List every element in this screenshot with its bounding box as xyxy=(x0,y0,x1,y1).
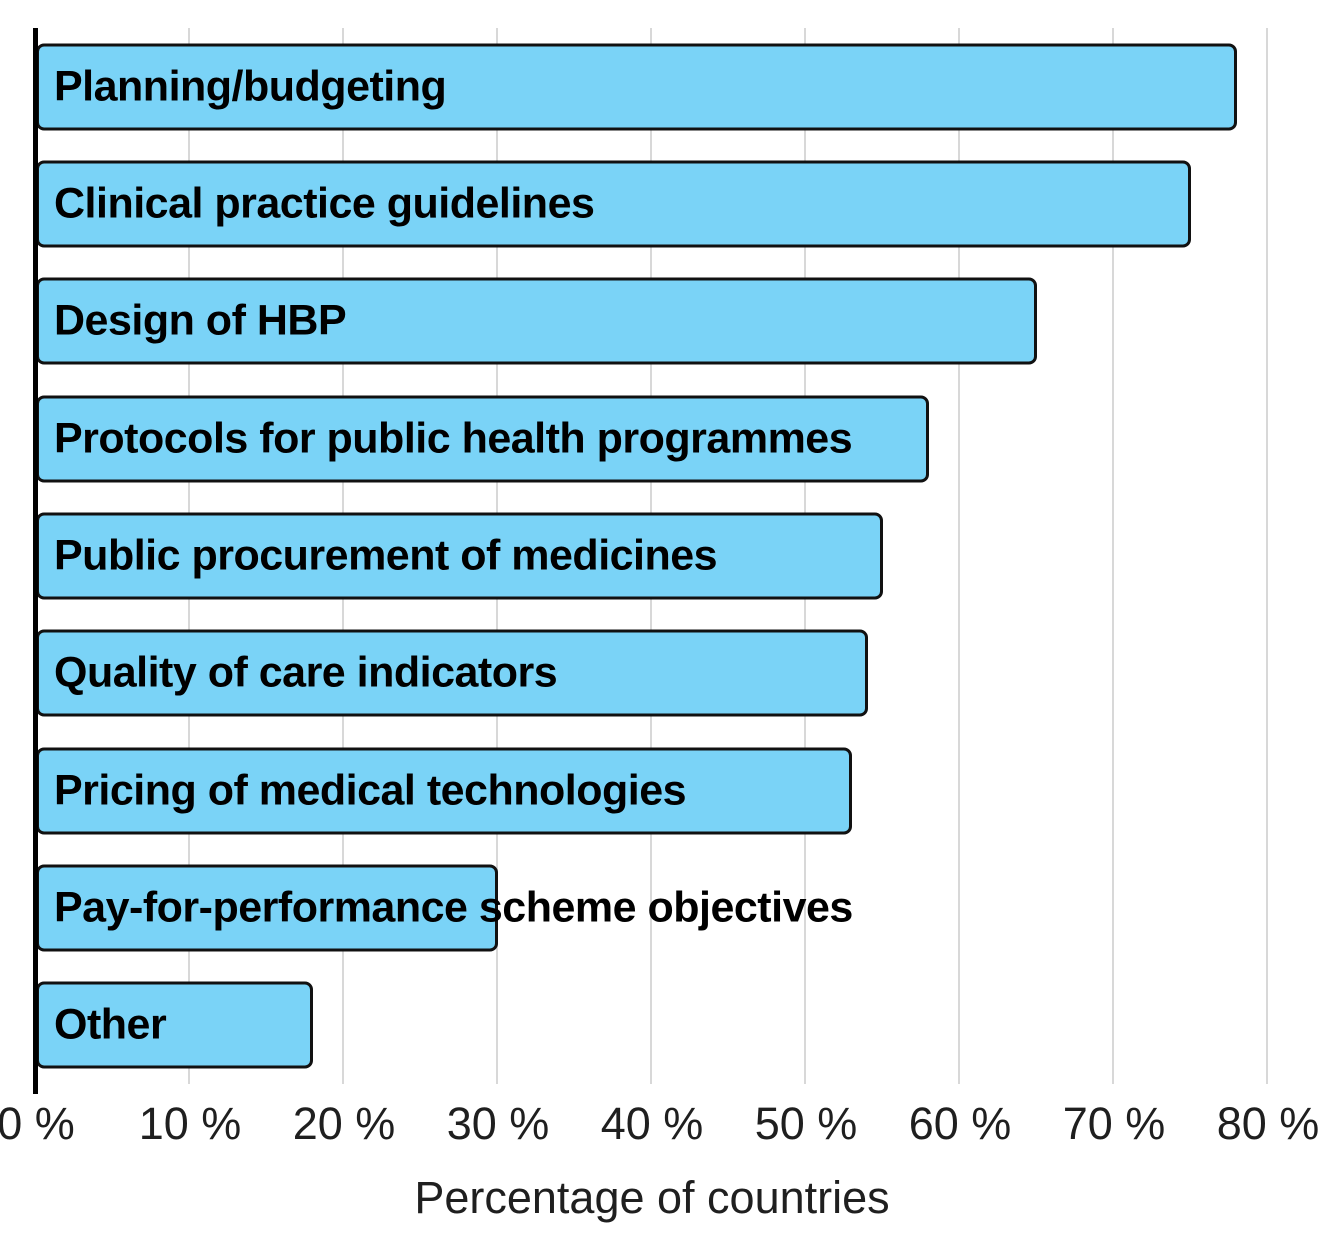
bar-row: Quality of care indicators xyxy=(36,615,1268,732)
plot-area: Planning/budgeting Clinical practice gui… xyxy=(36,28,1268,1084)
x-axis-title: Percentage of countries xyxy=(414,1172,890,1223)
bar-label-pricing-medical-technologies: Pricing of medical technologies xyxy=(54,766,687,815)
x-tick-0: 0 % xyxy=(0,1098,75,1149)
bar-row: Public procurement of medicines xyxy=(36,497,1268,614)
x-tick-10: 10 % xyxy=(138,1098,242,1149)
bar-label-protocols-public-health-programmes: Protocols for public health programmes xyxy=(54,414,853,463)
bar-label-public-procurement-medicines: Public procurement of medicines xyxy=(54,531,718,580)
bar-row: Clinical practice guidelines xyxy=(36,145,1268,262)
gridline-60pct xyxy=(958,28,960,1084)
bar-rows: Planning/budgeting Clinical practice gui… xyxy=(36,28,1268,1084)
bar-design-of-hbp xyxy=(36,277,1037,365)
bar-pay-for-performance-objectives xyxy=(36,864,498,952)
bar-label-design-of-hbp: Design of HBP xyxy=(54,296,347,345)
x-tick-80: 80 % xyxy=(1216,1098,1320,1149)
x-tick-50: 50 % xyxy=(754,1098,858,1149)
bar-label-quality-of-care-indicators: Quality of care indicators xyxy=(54,648,558,697)
gridline-70pct xyxy=(1112,28,1114,1084)
bar-quality-of-care-indicators xyxy=(36,629,868,717)
bar-row: Pay-for-performance scheme objectives xyxy=(36,849,1268,966)
bar-protocols-public-health-programmes xyxy=(36,395,930,483)
bar-row: Pricing of medical technologies xyxy=(36,732,1268,849)
bar-row: Design of HBP xyxy=(36,263,1268,380)
bar-label-clinical-practice-guidelines: Clinical practice guidelines xyxy=(54,179,595,228)
bar-row: Planning/budgeting xyxy=(36,28,1268,145)
bar-label-other: Other xyxy=(54,1000,167,1049)
x-tick-60: 60 % xyxy=(908,1098,1012,1149)
bar-other xyxy=(36,981,314,1069)
x-tick-30: 30 % xyxy=(446,1098,550,1149)
bar-public-procurement-medicines xyxy=(36,512,883,600)
bar-row: Protocols for public health programmes xyxy=(36,380,1268,497)
x-tick-70: 70 % xyxy=(1062,1098,1166,1149)
gridline-80pct xyxy=(1266,28,1268,1084)
x-tick-40: 40 % xyxy=(600,1098,704,1149)
bar-label-pay-for-performance-objectives: Pay-for-performance scheme objectives xyxy=(54,883,853,932)
y-axis-line xyxy=(33,28,38,1094)
bar-pricing-medical-technologies xyxy=(36,747,853,835)
x-axis-ticks: 0 % 10 % 20 % 30 % 40 % 50 % 60 % 70 % 8… xyxy=(0,1098,1334,1154)
bar-row: Other xyxy=(36,967,1268,1084)
bar-label-planning-budgeting: Planning/budgeting xyxy=(54,62,447,111)
x-tick-20: 20 % xyxy=(292,1098,396,1149)
bar-planning-budgeting xyxy=(36,43,1238,131)
